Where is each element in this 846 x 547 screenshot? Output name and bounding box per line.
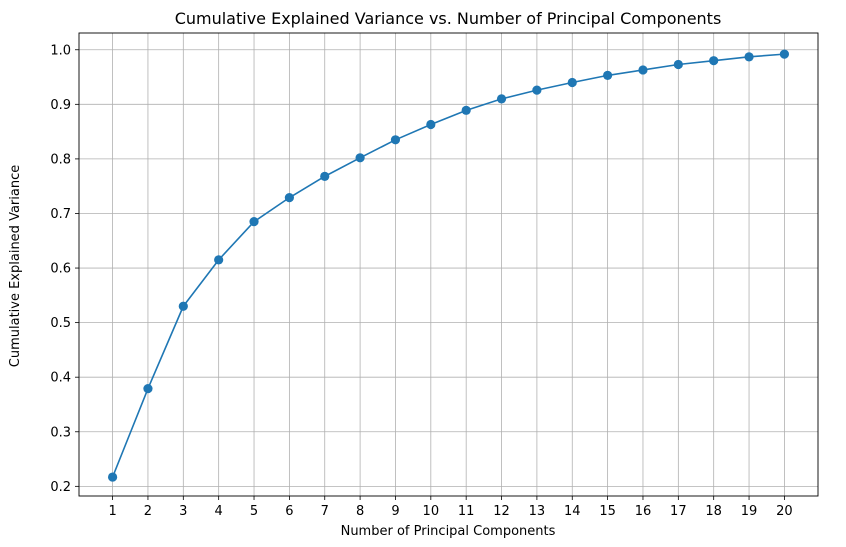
data-point	[390, 135, 401, 145]
y-tick-label: 0.9	[50, 98, 71, 113]
data-point	[567, 77, 577, 88]
x-tick-label: 16	[635, 504, 652, 519]
data-point	[779, 49, 790, 59]
data-point	[249, 217, 259, 227]
x-tick-label: 1	[108, 504, 116, 519]
x-tick-label: 18	[705, 504, 722, 519]
x-tick-label: 11	[458, 504, 475, 519]
x-axis-label: Number of Principal Components	[341, 524, 556, 539]
x-tick-label: 15	[599, 504, 616, 519]
x-tick-label: 2	[144, 504, 152, 519]
x-tick-label: 8	[356, 504, 364, 519]
x-tick-label: 3	[179, 504, 187, 519]
data-point	[709, 56, 719, 66]
x-tick-label: 6	[285, 504, 293, 519]
x-tick-label: 10	[423, 504, 440, 519]
x-tick-label: 12	[493, 504, 510, 519]
data-point	[673, 59, 683, 70]
data-point	[532, 85, 542, 95]
x-tick-label: 14	[564, 504, 581, 519]
y-tick-label: 0.7	[50, 207, 71, 222]
data-point	[603, 70, 613, 81]
data-point	[284, 193, 294, 203]
x-tick-label: 7	[321, 504, 329, 519]
data-point	[426, 119, 436, 130]
y-tick-label: 0.8	[50, 152, 71, 167]
x-tick-label: 20	[776, 504, 793, 519]
data-point	[461, 105, 471, 115]
data-point	[178, 301, 188, 311]
axis-ticks: 1 2 3 4 5 6 7 8 9 10 11 12 13 14 15 16 17 18 19 200.20.30.4…	[50, 43, 792, 519]
y-tick-label: 0.4	[50, 371, 71, 386]
data-point	[107, 472, 118, 482]
x-tick-label: 17	[670, 504, 687, 519]
y-tick-label: 0.2	[50, 480, 71, 495]
x-tick-label: 9	[391, 504, 399, 519]
grid	[79, 33, 818, 496]
x-tick-label: 4	[215, 504, 223, 519]
data-point	[214, 255, 224, 265]
series-line	[111, 53, 785, 478]
plot-frame	[78, 32, 819, 497]
data-point	[744, 52, 754, 62]
y-axis-label: Cumulative Explained Variance	[8, 165, 23, 367]
data-point	[496, 94, 507, 104]
y-tick-label: 0.6	[50, 262, 71, 277]
chart-title: Cumulative Explained Variance vs. Number…	[175, 9, 722, 28]
x-tick-label: 13	[529, 504, 546, 519]
x-tick-label: 19	[741, 504, 758, 519]
data-series	[107, 49, 790, 482]
data-point	[143, 384, 153, 394]
data-point	[355, 153, 365, 163]
x-tick-label: 5	[250, 504, 258, 519]
data-point	[320, 171, 330, 181]
y-tick-label: 0.5	[50, 316, 71, 331]
y-tick-label: 1.0	[50, 43, 71, 58]
y-tick-label: 0.3	[50, 425, 71, 440]
data-point	[638, 65, 648, 75]
